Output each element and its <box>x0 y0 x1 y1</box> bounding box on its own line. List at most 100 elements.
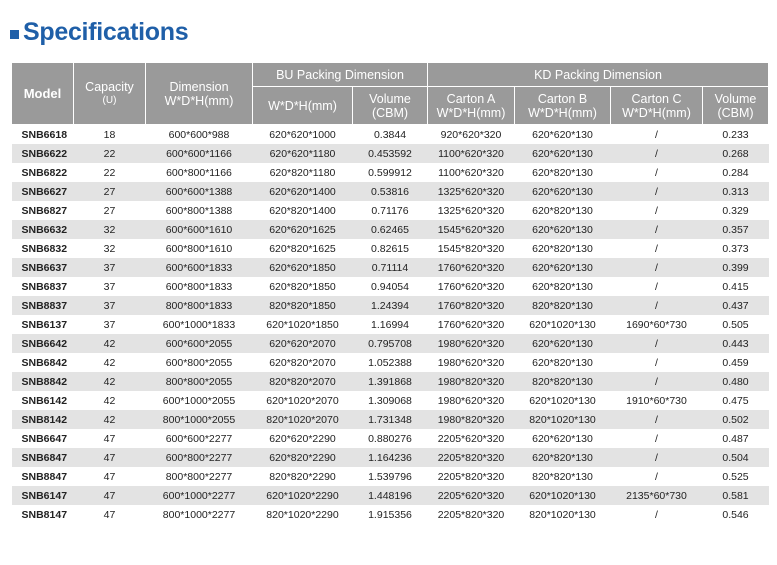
cell-dimension: 800*800*2277 <box>145 467 253 486</box>
header-carton-c-unit: W*D*H(mm) <box>622 105 691 120</box>
cell-carton-b: 820*1020*130 <box>514 505 611 524</box>
header-bu-volume: Volume (CBM) <box>352 86 428 125</box>
cell-bu-dimension: 820*820*2070 <box>252 372 353 391</box>
cell-model: SNB6837 <box>11 277 74 296</box>
cell-dimension: 600*800*2055 <box>145 353 253 372</box>
table-row: SNB8847 47 800*800*2277 820*820*2290 1.53979… <box>11 467 769 486</box>
header-kd-volume-unit: (CBM) <box>717 105 754 120</box>
cell-capacity: 27 <box>73 201 146 220</box>
cell-carton-c: / <box>610 182 703 201</box>
cell-carton-c: / <box>610 296 703 315</box>
table-header: Model Capacity (U) Dimension W*D*H(mm) B… <box>11 62 770 125</box>
cell-carton-b: 620*820*130 <box>514 277 611 296</box>
cell-carton-c: / <box>610 220 703 239</box>
cell-bu-dimension: 620*620*2290 <box>252 429 353 448</box>
cell-capacity: 47 <box>73 429 146 448</box>
cell-bu-dimension: 620*820*1180 <box>252 163 353 182</box>
cell-carton-c: / <box>610 505 703 524</box>
cell-bu-dimension: 620*620*1000 <box>252 124 353 144</box>
header-capacity: Capacity (U) <box>73 62 146 125</box>
cell-capacity: 37 <box>73 296 146 315</box>
header-carton-c-label: Carton C <box>631 91 682 106</box>
header-carton-b: Carton B W*D*H(mm) <box>514 86 611 125</box>
cell-dimension: 600*1000*1833 <box>145 315 253 334</box>
table-row: SNB8842 42 800*800*2055 820*820*2070 1.39186… <box>11 372 769 391</box>
cell-carton-b: 620*820*130 <box>514 201 611 220</box>
cell-capacity: 32 <box>73 220 146 239</box>
header-bu-group: BU Packing Dimension <box>252 62 428 87</box>
header-bu-volume-unit: (CBM) <box>371 105 409 120</box>
cell-carton-c: / <box>610 201 703 220</box>
table-row: SNB6832 32 600*800*1610 620*820*1625 0.82615… <box>11 239 769 258</box>
table-row: SNB6842 42 600*800*2055 620*820*2070 1.05238… <box>11 353 769 372</box>
header-carton-a-label: Carton A <box>446 91 496 106</box>
cell-carton-c: / <box>610 239 703 258</box>
cell-dimension: 800*800*2055 <box>145 372 253 391</box>
cell-model: SNB6847 <box>11 448 74 467</box>
cell-dimension: 600*800*1166 <box>145 163 253 182</box>
cell-bu-volume: 1.915356 <box>352 505 428 524</box>
cell-capacity: 42 <box>73 334 146 353</box>
cell-bu-volume: 1.24394 <box>352 296 428 315</box>
cell-kd-volume: 0.415 <box>702 277 769 296</box>
cell-capacity: 42 <box>73 410 146 429</box>
cell-carton-a: 2205*820*320 <box>427 448 515 467</box>
header-carton-a-unit: W*D*H(mm) <box>436 105 506 120</box>
cell-model: SNB6627 <box>11 182 74 201</box>
cell-model: SNB6142 <box>11 391 74 410</box>
cell-capacity: 37 <box>73 315 146 334</box>
header-carton-a: Carton A W*D*H(mm) <box>427 86 515 125</box>
cell-bu-dimension: 820*820*1850 <box>252 296 353 315</box>
cell-capacity: 47 <box>73 505 146 524</box>
cell-model: SNB6832 <box>11 239 74 258</box>
cell-bu-dimension: 620*820*1625 <box>252 239 353 258</box>
cell-model: SNB6827 <box>11 201 74 220</box>
cell-bu-volume: 0.453592 <box>352 144 428 163</box>
cell-kd-volume: 0.268 <box>702 144 769 163</box>
cell-bu-volume: 0.94054 <box>352 277 428 296</box>
cell-kd-volume: 0.581 <box>702 486 769 505</box>
cell-carton-a: 2205*820*320 <box>427 467 515 486</box>
header-dimension: Dimension W*D*H(mm) <box>145 62 253 125</box>
table-row: SNB6147 47 600*1000*2277 620*1020*2290 1.448… <box>11 486 769 505</box>
cell-kd-volume: 0.480 <box>702 372 769 391</box>
cell-kd-volume: 0.233 <box>702 124 769 144</box>
cell-bu-volume: 1.16994 <box>352 315 428 334</box>
cell-kd-volume: 0.487 <box>702 429 769 448</box>
cell-bu-dimension: 620*820*2290 <box>252 448 353 467</box>
cell-model: SNB6632 <box>11 220 74 239</box>
cell-model: SNB8837 <box>11 296 74 315</box>
cell-kd-volume: 0.399 <box>702 258 769 277</box>
cell-carton-c: 1690*60*730 <box>610 315 703 334</box>
table-row: SNB6637 37 600*600*1833 620*620*1850 0.71114… <box>11 258 769 277</box>
cell-dimension: 600*800*1610 <box>145 239 253 258</box>
cell-carton-a: 1980*820*320 <box>427 410 515 429</box>
cell-bu-volume: 1.539796 <box>352 467 428 486</box>
cell-carton-c: / <box>610 258 703 277</box>
cell-carton-c: / <box>610 353 703 372</box>
cell-carton-b: 820*820*130 <box>514 372 611 391</box>
cell-carton-a: 1545*820*320 <box>427 239 515 258</box>
cell-bu-dimension: 620*820*1850 <box>252 277 353 296</box>
cell-dimension: 600*800*1388 <box>145 201 253 220</box>
header-carton-b-label: Carton B <box>537 91 588 106</box>
cell-carton-b: 620*820*130 <box>514 353 611 372</box>
cell-bu-dimension: 620*620*1180 <box>252 144 353 163</box>
cell-bu-volume: 0.71114 <box>352 258 428 277</box>
cell-capacity: 22 <box>73 163 146 182</box>
cell-model: SNB8147 <box>11 505 74 524</box>
cell-model: SNB6137 <box>11 315 74 334</box>
header-model: Model <box>11 62 74 125</box>
cell-carton-c: / <box>610 163 703 182</box>
cell-carton-a: 2205*620*320 <box>427 486 515 505</box>
cell-carton-b: 620*1020*130 <box>514 315 611 334</box>
table-row: SNB8147 47 800*1000*2277 820*1020*2290 1.915… <box>11 505 769 524</box>
cell-dimension: 600*600*1388 <box>145 182 253 201</box>
cell-bu-volume: 0.3844 <box>352 124 428 144</box>
cell-bu-dimension: 620*820*2070 <box>252 353 353 372</box>
cell-carton-a: 1760*620*320 <box>427 258 515 277</box>
cell-dimension: 600*600*1833 <box>145 258 253 277</box>
cell-bu-volume: 1.052388 <box>352 353 428 372</box>
table-row: SNB6837 37 600*800*1833 620*820*1850 0.94054… <box>11 277 769 296</box>
cell-model: SNB8142 <box>11 410 74 429</box>
